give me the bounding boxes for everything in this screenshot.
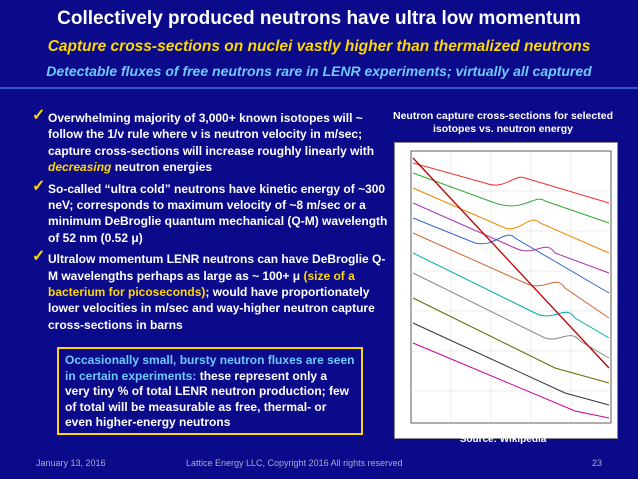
- bullet-item-3: ✓ Ultralow momentum LENR neutrons can ha…: [32, 248, 390, 333]
- bullet-item-1: ✓ Overwhelming majority of 3,000+ known …: [32, 107, 390, 176]
- slide-subtitle-2: Detectable fluxes of free neutrons rare …: [46, 63, 592, 79]
- bullet-2-text: So-called “ultra cold” neutrons have kin…: [48, 181, 388, 245]
- slide-subtitle-1: Capture cross-sections on nuclei vastly …: [47, 38, 591, 55]
- bullet-1-text-end: neutron energies: [111, 160, 213, 175]
- bullet-3-text: Ultralow momentum LENR neutrons can have…: [48, 252, 386, 283]
- bullet-1-emphasis: decreasing: [48, 160, 112, 175]
- bullet-1-text: Overwhelming majority of 3,000+ known is…: [48, 111, 375, 158]
- footer-copyright: Lattice Energy LLC, Copyright 2016 All r…: [186, 458, 403, 468]
- callout-text: these represent only a very tiny % of to…: [65, 368, 350, 430]
- checkmark-icon: ✓: [32, 177, 46, 195]
- page-number: 23: [592, 458, 603, 468]
- slide-title: Collectively produced neutrons have ultr…: [57, 8, 581, 29]
- cross-section-plot-image: [394, 142, 618, 439]
- plot-graphic: [410, 150, 612, 424]
- footer-date: January 13, 2016: [36, 458, 106, 468]
- figure-caption: Neutron capture cross-sections for selec…: [393, 110, 613, 135]
- bullet-3-text-end: ; would have proportionately lower veloc…: [48, 285, 375, 332]
- bullet-list: ✓ Overwhelming majority of 3,000+ known …: [32, 107, 390, 338]
- bullet-item-2: ✓ So-called “ultra cold” neutrons have k…: [32, 178, 390, 247]
- callout-box: Occasionally small, bursty neutron fluxe…: [57, 347, 363, 435]
- bullet-3-highlight: (size of a bacterium for picoseconds): [48, 268, 355, 300]
- divider: [0, 87, 638, 89]
- checkmark-icon: ✓: [32, 107, 46, 124]
- checkmark-icon: ✓: [32, 248, 46, 266]
- figure-source: Source: Wikipedia: [459, 434, 547, 445]
- callout-highlight: Occasionally small, bursty neutron fluxe…: [65, 353, 355, 383]
